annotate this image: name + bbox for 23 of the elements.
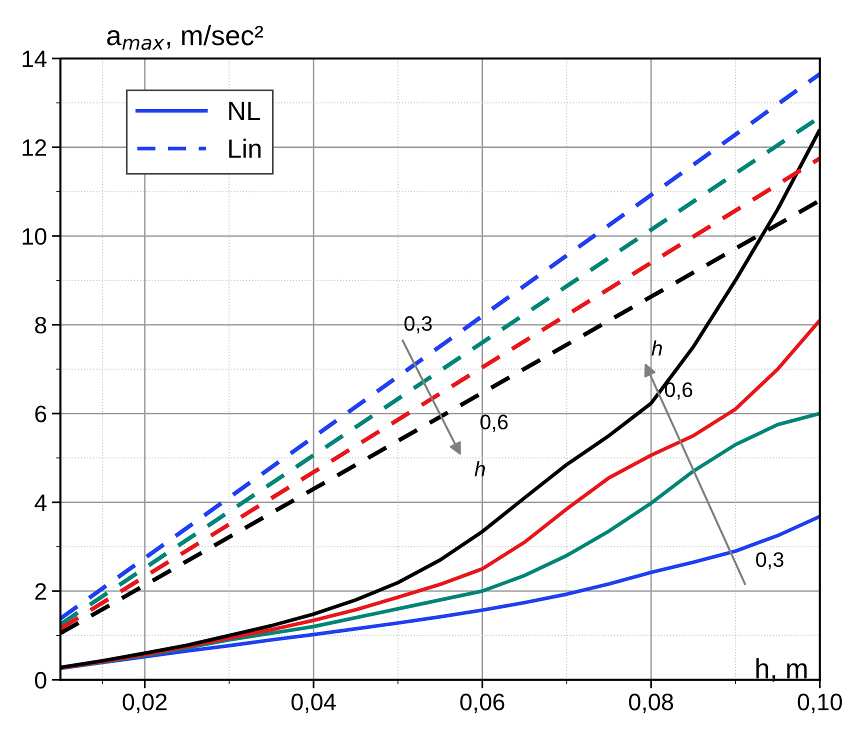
legend-label: NL (229, 102, 260, 120)
annotation: 0,6 (664, 382, 692, 400)
x-tick-label: 0,06 (460, 694, 504, 714)
x-axis-title: h, m (756, 658, 807, 682)
y-tick-label: 4 (34, 494, 47, 511)
y-tick-label: 8 (35, 316, 46, 334)
annotation: 0,3 (404, 316, 432, 334)
annotation: 0,6 (480, 414, 508, 432)
y-tick-label: 12 (22, 139, 46, 156)
annotation: h (652, 340, 662, 356)
y-tick-label: 6 (35, 406, 46, 422)
x-tick-label: 0,08 (629, 694, 674, 714)
x-tick-label: 0,02 (122, 694, 167, 714)
annotation: 0,3 (756, 552, 784, 570)
legend-label: Lin (229, 138, 261, 158)
y-tick-label: 14 (22, 50, 47, 68)
x-tick-label: 0,10 (798, 694, 842, 714)
x-tick-label: 0,04 (292, 694, 336, 714)
y-tick-label: 2 (35, 583, 46, 600)
y-tick-label: 0 (35, 672, 46, 689)
y-axis-title: a$_{max}$, m/sec² (107, 24, 264, 50)
annotation: h (474, 461, 485, 476)
y-tick-label: 10 (22, 228, 46, 245)
